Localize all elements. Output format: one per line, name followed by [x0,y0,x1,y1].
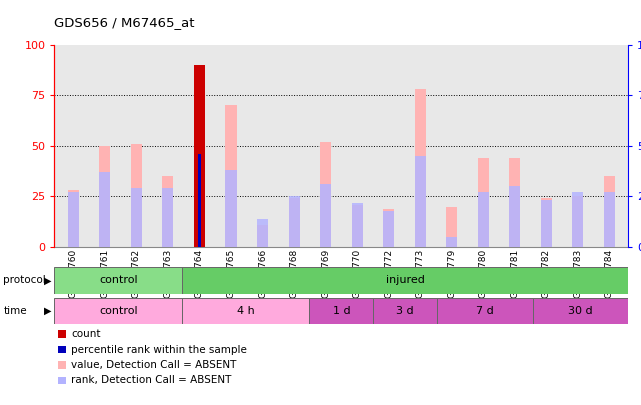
Text: ▶: ▶ [44,306,51,316]
Bar [257,225,268,247]
Bar [383,209,394,247]
Text: control: control [99,275,138,286]
Bar [182,267,628,294]
Bar [478,158,488,247]
Bar [604,192,615,247]
Text: rank, Detection Call = ABSENT: rank, Detection Call = ABSENT [71,375,231,385]
Text: GDS656 / M67465_at: GDS656 / M67465_at [54,16,195,29]
Bar [351,205,363,247]
Bar [310,298,373,324]
Bar [162,176,174,247]
Bar [604,176,615,247]
Bar [572,196,583,247]
Bar [54,267,182,294]
Text: protocol: protocol [3,275,46,286]
Text: time: time [3,306,27,316]
Text: 7 d: 7 d [476,306,494,316]
Bar [194,65,205,247]
Bar [226,105,237,247]
Bar [226,170,237,247]
Bar [288,196,299,247]
Bar [131,144,142,247]
Bar [162,188,174,247]
Text: 30 d: 30 d [568,306,593,316]
Bar [383,211,394,247]
Bar [131,188,142,247]
Text: value, Detection Call = ABSENT: value, Detection Call = ABSENT [71,360,237,370]
Text: ▶: ▶ [44,275,51,286]
Bar [533,298,628,324]
Bar [509,158,520,247]
Bar [320,142,331,247]
Text: 1 d: 1 d [333,306,350,316]
Bar [197,154,201,247]
Bar [572,192,583,247]
Bar [415,89,426,247]
Bar [288,198,299,247]
Text: 3 d: 3 d [396,306,414,316]
Bar [541,198,552,247]
Bar [257,219,268,247]
Text: count: count [71,329,101,339]
Bar [541,200,552,247]
Bar [437,298,533,324]
Bar [99,146,110,247]
Text: control: control [99,306,138,316]
Bar [182,298,310,324]
Bar [446,237,457,247]
Bar [320,184,331,247]
Text: 4 h: 4 h [237,306,254,316]
Bar [54,298,182,324]
Text: percentile rank within the sample: percentile rank within the sample [71,345,247,354]
Text: injured: injured [386,275,424,286]
Bar [446,207,457,247]
Bar [99,172,110,247]
Bar [415,156,426,247]
Bar [373,298,437,324]
Bar [351,202,363,247]
Bar [509,186,520,247]
Bar [478,192,488,247]
Bar [68,192,79,247]
Bar [68,190,79,247]
